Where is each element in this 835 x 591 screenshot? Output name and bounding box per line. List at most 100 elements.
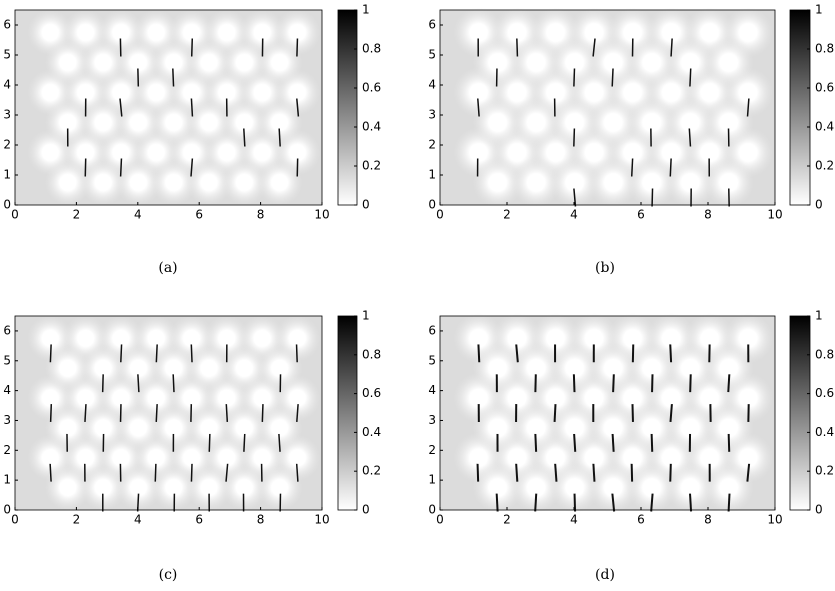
hole [238,481,251,494]
hole [291,451,304,464]
hole [645,56,659,69]
hole [44,392,57,405]
hole [645,116,659,129]
crack [689,374,692,393]
hole [291,392,304,405]
hole [529,421,543,434]
hole [273,481,286,494]
hole [96,56,110,69]
hole [548,146,563,159]
crack [155,344,158,363]
crack [727,433,731,452]
hole [114,392,128,405]
y-tick-label: 0 [428,503,436,517]
hole [471,86,486,99]
crack [592,463,596,482]
x-tick-label: 4 [134,513,142,527]
hole [167,421,180,434]
hole [529,116,543,129]
crack [669,158,672,177]
hole [567,362,582,375]
hole [291,332,304,345]
colorbar-tick-label: 0.4 [362,425,381,439]
hole [150,332,163,345]
hole [683,362,697,375]
hole [61,176,74,189]
crack [225,404,229,422]
hole [645,176,659,189]
y-tick-label: 2 [3,138,11,152]
hole [132,176,145,189]
hole [664,146,678,159]
hole [79,86,92,99]
hole [150,451,163,464]
hole [722,481,736,494]
hole [132,481,145,494]
hole [510,146,524,159]
hole [255,26,269,39]
hole [255,392,269,405]
crack [295,463,299,482]
x-tick-label: 2 [73,208,81,222]
crack [190,158,194,177]
colorbar-tick-label: 0.6 [815,81,834,95]
crack [670,38,673,57]
crack [573,68,576,87]
colorbar-tick-label: 0.4 [362,120,381,134]
hole [683,421,697,434]
colorbar-tick-label: 0.2 [362,159,381,173]
hole [471,146,486,159]
hole [722,176,736,189]
hole [625,86,640,99]
hole [625,451,640,464]
hole [185,451,198,464]
hole [167,116,180,129]
crack [612,374,615,393]
hole [238,116,251,129]
hole [510,332,524,345]
hole [44,332,57,345]
y-tick-label: 5 [3,353,11,367]
hole [238,176,251,189]
colorbar-tick-label: 0.6 [362,81,381,95]
hole [150,26,163,39]
crack [611,493,616,512]
hole [702,146,717,159]
hole [255,86,269,99]
crack [278,128,281,147]
hole [471,332,486,345]
hole [202,56,216,69]
hole [741,392,755,405]
hole [722,362,736,375]
crack [190,463,193,482]
y-tick-label: 1 [3,473,11,487]
plot-frame [439,315,776,511]
hole [185,392,198,405]
hole [567,481,582,494]
hole [96,176,110,189]
crack [49,404,53,422]
crack [572,374,576,393]
hole [702,451,717,464]
hole [567,56,582,69]
hole [238,421,251,434]
crack [688,128,692,147]
hole [132,116,145,129]
hole [664,392,678,405]
hole [722,56,736,69]
y-tick-label: 4 [3,78,11,92]
hole [61,116,74,129]
hole [490,481,505,494]
hole [185,86,198,99]
colorbar [789,315,811,511]
crack [49,344,52,363]
hole [61,421,74,434]
colorbar-tick-label: 0.6 [362,386,381,400]
x-tick-label: 2 [73,513,81,527]
x-tick-label: 6 [195,513,203,527]
hole [202,362,216,375]
hole [291,146,304,159]
crack [554,463,558,482]
hole [510,26,524,39]
colorbar-tick-label: 0 [815,503,823,517]
